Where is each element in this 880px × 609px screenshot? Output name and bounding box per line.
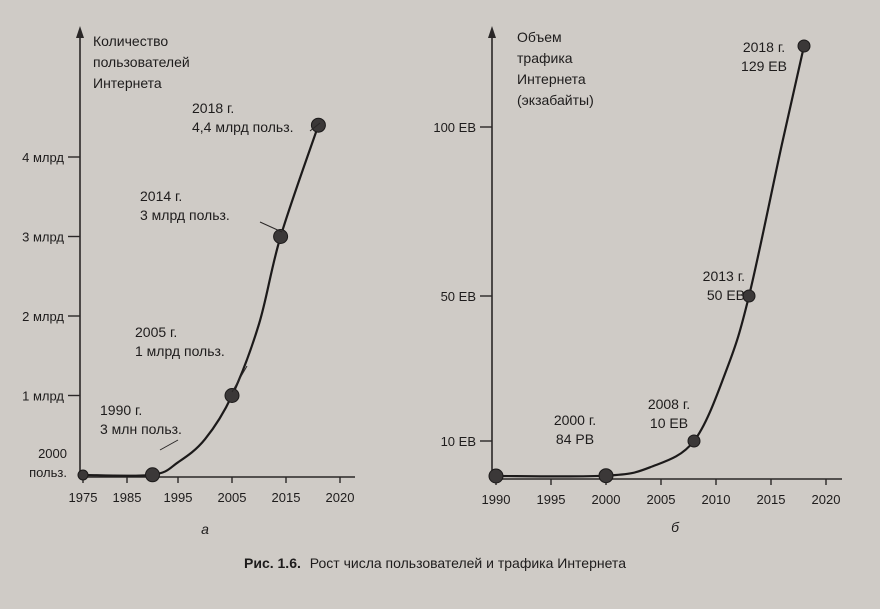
data-label: 2000 г. 84 РВ: [554, 412, 596, 447]
data-label-line: 84 РВ: [556, 431, 594, 447]
leader-line: [259, 221, 283, 233]
data-label: 2008 г. 10 ЕВ: [648, 396, 690, 431]
y-axis-label-line: Количество: [93, 33, 168, 49]
data-point: [310, 117, 326, 133]
data-label-line: 2018 г.: [743, 39, 785, 55]
data-label-line: 2005 г.: [135, 324, 177, 340]
caption-number: Рис. 1.6.: [244, 555, 301, 571]
figure-caption: Рис. 1.6. Рост числа пользователей и тра…: [244, 555, 626, 571]
data-label-line: 50 ЕВ: [707, 287, 745, 303]
data-label: 2005 г. 1 млрд польз.: [135, 324, 225, 359]
x-tick-label: 2015: [757, 492, 786, 507]
y-tick-label: 2000 польз.: [29, 446, 67, 480]
y-tick-label: 100 ЕВ: [433, 120, 476, 135]
y-tick-label-line: 2000: [38, 446, 67, 461]
chart-traffic: Объем трафика Интернета (экзабайты) 1990 1995…: [433, 26, 842, 535]
data-label-line: 2000 г.: [554, 412, 596, 428]
data-point: [224, 388, 240, 403]
x-tick-label: 1990: [482, 492, 511, 507]
panel-label: б: [671, 519, 680, 535]
x-tick-label: 2005: [647, 492, 676, 507]
x-tick-label: 2010: [702, 492, 731, 507]
data-label: 2014 г. 3 млрд польз.: [140, 188, 230, 223]
data-label-line: 1 млрд польз.: [135, 343, 225, 359]
y-tick-label: 3 млрд: [22, 230, 64, 245]
x-tick-label: 1995: [164, 490, 193, 505]
panel-label: а: [201, 521, 209, 537]
y-tick-label-line: 1 млрд: [22, 389, 64, 404]
leader-line: [159, 439, 179, 451]
x-tick-label: 1975: [69, 490, 98, 505]
data-label-line: 2013 г.: [703, 268, 745, 284]
data-label-line: 4,4 млрд польз.: [192, 119, 294, 135]
data-point: [742, 289, 756, 303]
data-point: [598, 468, 614, 484]
data-point: [687, 434, 701, 448]
x-tick-label: 1985: [113, 490, 142, 505]
y-axis-label-line: пользователей: [93, 54, 190, 70]
x-tick-label: 2015: [272, 490, 301, 505]
data-point: [488, 468, 504, 484]
leader-line: [309, 122, 321, 132]
y-axis-arrow: [488, 26, 496, 38]
data-label-line: 3 млн польз.: [100, 421, 182, 437]
y-tick-label-line: 10 ЕВ: [441, 434, 476, 449]
y-tick-label-line: 2 млрд: [22, 309, 64, 324]
data-point: [273, 229, 289, 244]
data-label-line: 2018 г.: [192, 100, 234, 116]
y-tick-label: 2 млрд: [22, 309, 64, 324]
data-label-line: 2008 г.: [648, 396, 690, 412]
data-label-line: 3 млрд польз.: [140, 207, 230, 223]
y-tick-label-line: 3 млрд: [22, 230, 64, 245]
chart-users: Количество пользователей Интернета 1975 1985…: [22, 26, 355, 537]
y-tick-label: 1 млрд: [22, 389, 64, 404]
data-label-line: 129 ЕВ: [741, 58, 787, 74]
y-axis-arrow: [76, 26, 84, 38]
y-axis-label-line: Интернета: [517, 71, 586, 87]
y-axis-label-line: (экзабайты): [517, 92, 594, 108]
y-tick-label-line: 50 ЕВ: [441, 289, 476, 304]
data-point: [797, 39, 811, 53]
x-tick-label: 2005: [218, 490, 247, 505]
y-axis-label-line: Интернета: [93, 75, 162, 91]
y-tick-label-line: 100 ЕВ: [433, 120, 476, 135]
y-tick-label: 10 ЕВ: [441, 434, 476, 449]
data-point: [145, 467, 160, 483]
y-tick-label-line: польз.: [29, 465, 67, 480]
y-tick-label: 4 млрд: [22, 150, 64, 165]
caption-text: Рост числа пользователей и трафика Интер…: [310, 555, 626, 571]
data-point: [77, 469, 89, 481]
y-axis-label-line: Объем: [517, 29, 562, 45]
x-tick-label: 2020: [812, 492, 841, 507]
data-label-line: 1990 г.: [100, 402, 142, 418]
data-label: 2013 г. 50 ЕВ: [703, 268, 745, 303]
data-label: 1990 г. 3 млн польз.: [100, 402, 182, 437]
x-tick-label: 2020: [326, 490, 355, 505]
data-label: 2018 г. 129 ЕВ: [741, 39, 787, 74]
data-label-line: 10 ЕВ: [650, 415, 688, 431]
x-tick-label: 2000: [592, 492, 621, 507]
leader-line: [231, 365, 248, 393]
y-tick-label: 50 ЕВ: [441, 289, 476, 304]
x-tick-label: 1995: [537, 492, 566, 507]
y-axis-label: Объем трафика Интернета (экзабайты): [517, 29, 594, 108]
y-axis-label: Количество пользователей Интернета: [93, 33, 190, 91]
data-label-line: 2014 г.: [140, 188, 182, 204]
data-label: 2018 г. 4,4 млрд польз.: [192, 100, 294, 135]
y-axis-label-line: трафика: [517, 50, 573, 66]
y-tick-label-line: 4 млрд: [22, 150, 64, 165]
